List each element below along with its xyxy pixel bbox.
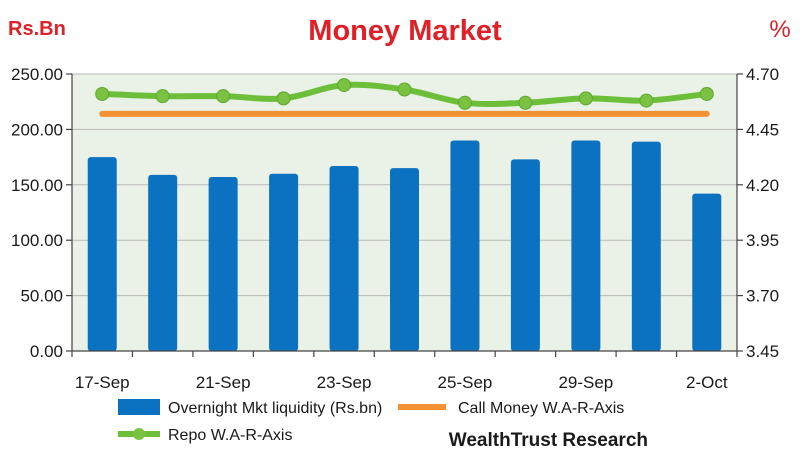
right-tick-label-2: 3.95 (746, 231, 779, 250)
x-tick-label-23-Sep: 23-Sep (317, 373, 372, 392)
x-axis-tick-labels: 17-Sep 21-Sep 23-Sep 25-Sep 29-Sep 2-Oct (75, 373, 728, 392)
x-tick-label-25-Sep: 25-Sep (438, 373, 493, 392)
line-series (95, 78, 714, 117)
repo-point-24-Sep (397, 82, 412, 97)
credit-text: WealthTrust Research (449, 430, 648, 451)
axes (66, 73, 743, 357)
x-tick-label-21-Sep: 21-Sep (196, 373, 251, 392)
right-tick-label-4: 4.45 (746, 120, 779, 139)
right-tick-label-3: 4.20 (746, 176, 779, 195)
bar-29-Sep (571, 140, 601, 351)
left-tick-label-3: 150.00 (11, 176, 63, 195)
x-tick-label-2-Oct: 2-Oct (686, 373, 728, 392)
bar-28-Sep (510, 159, 540, 351)
repo-point-18-Sep (155, 89, 170, 104)
repo-point-29-Sep (578, 91, 593, 106)
bar-17-Sep (87, 157, 117, 351)
bar-18-Sep (148, 174, 178, 351)
repo-point-21-Sep (216, 89, 231, 104)
repo-point-25-Sep (457, 95, 472, 110)
left-tick-label-1: 50.00 (20, 287, 63, 306)
legend-swatch-repo-marker (133, 428, 145, 440)
bar-25-Sep (450, 140, 480, 351)
legend: Overnight Mkt liquidity (Rs.bn) Call Mon… (118, 399, 624, 444)
bar-23-Sep (329, 165, 359, 351)
legend-label-call: Call Money W.A-R-Axis (458, 400, 624, 417)
right-tick-label-0: 3.45 (746, 342, 779, 361)
left-tick-label-4: 200.00 (11, 120, 63, 139)
bar-2-Oct (692, 193, 722, 351)
bar-30-Sep (631, 141, 661, 351)
chart-title: Money Market (308, 15, 502, 47)
legend-label-repo: Repo W.A-R-Axis (168, 427, 292, 444)
left-unit-label: Rs.Bn (8, 18, 66, 40)
left-axis-tick-labels: 0.00 50.00 100.00 150.00 200.00 250.00 (11, 65, 63, 361)
right-axis-tick-labels: 3.45 3.70 3.95 4.20 4.45 4.70 (746, 65, 779, 361)
right-tick-label-5: 4.70 (746, 65, 779, 84)
bar-series (87, 140, 722, 351)
left-tick-label-2: 100.00 (11, 231, 63, 250)
left-tick-label-0: 0.00 (30, 342, 63, 361)
repo-point-23-Sep (337, 78, 352, 93)
left-tick-label-5: 250.00 (11, 65, 63, 84)
repo-point-22-Sep (276, 91, 291, 106)
repo-point-30-Sep (639, 93, 654, 108)
x-tick-label-17-Sep: 17-Sep (75, 373, 130, 392)
legend-label-liquidity: Overnight Mkt liquidity (Rs.bn) (168, 400, 382, 417)
bar-21-Sep (208, 177, 238, 351)
x-tick-label-29-Sep: 29-Sep (558, 373, 613, 392)
right-tick-label-1: 3.70 (746, 287, 779, 306)
repo-point-28-Sep (518, 95, 533, 110)
legend-swatch-bar (118, 399, 160, 415)
bar-22-Sep (269, 173, 299, 351)
repo-point-2-Oct (699, 86, 714, 101)
repo-point-17-Sep (95, 86, 110, 101)
bar-24-Sep (390, 168, 419, 351)
right-unit-label: % (769, 16, 790, 43)
